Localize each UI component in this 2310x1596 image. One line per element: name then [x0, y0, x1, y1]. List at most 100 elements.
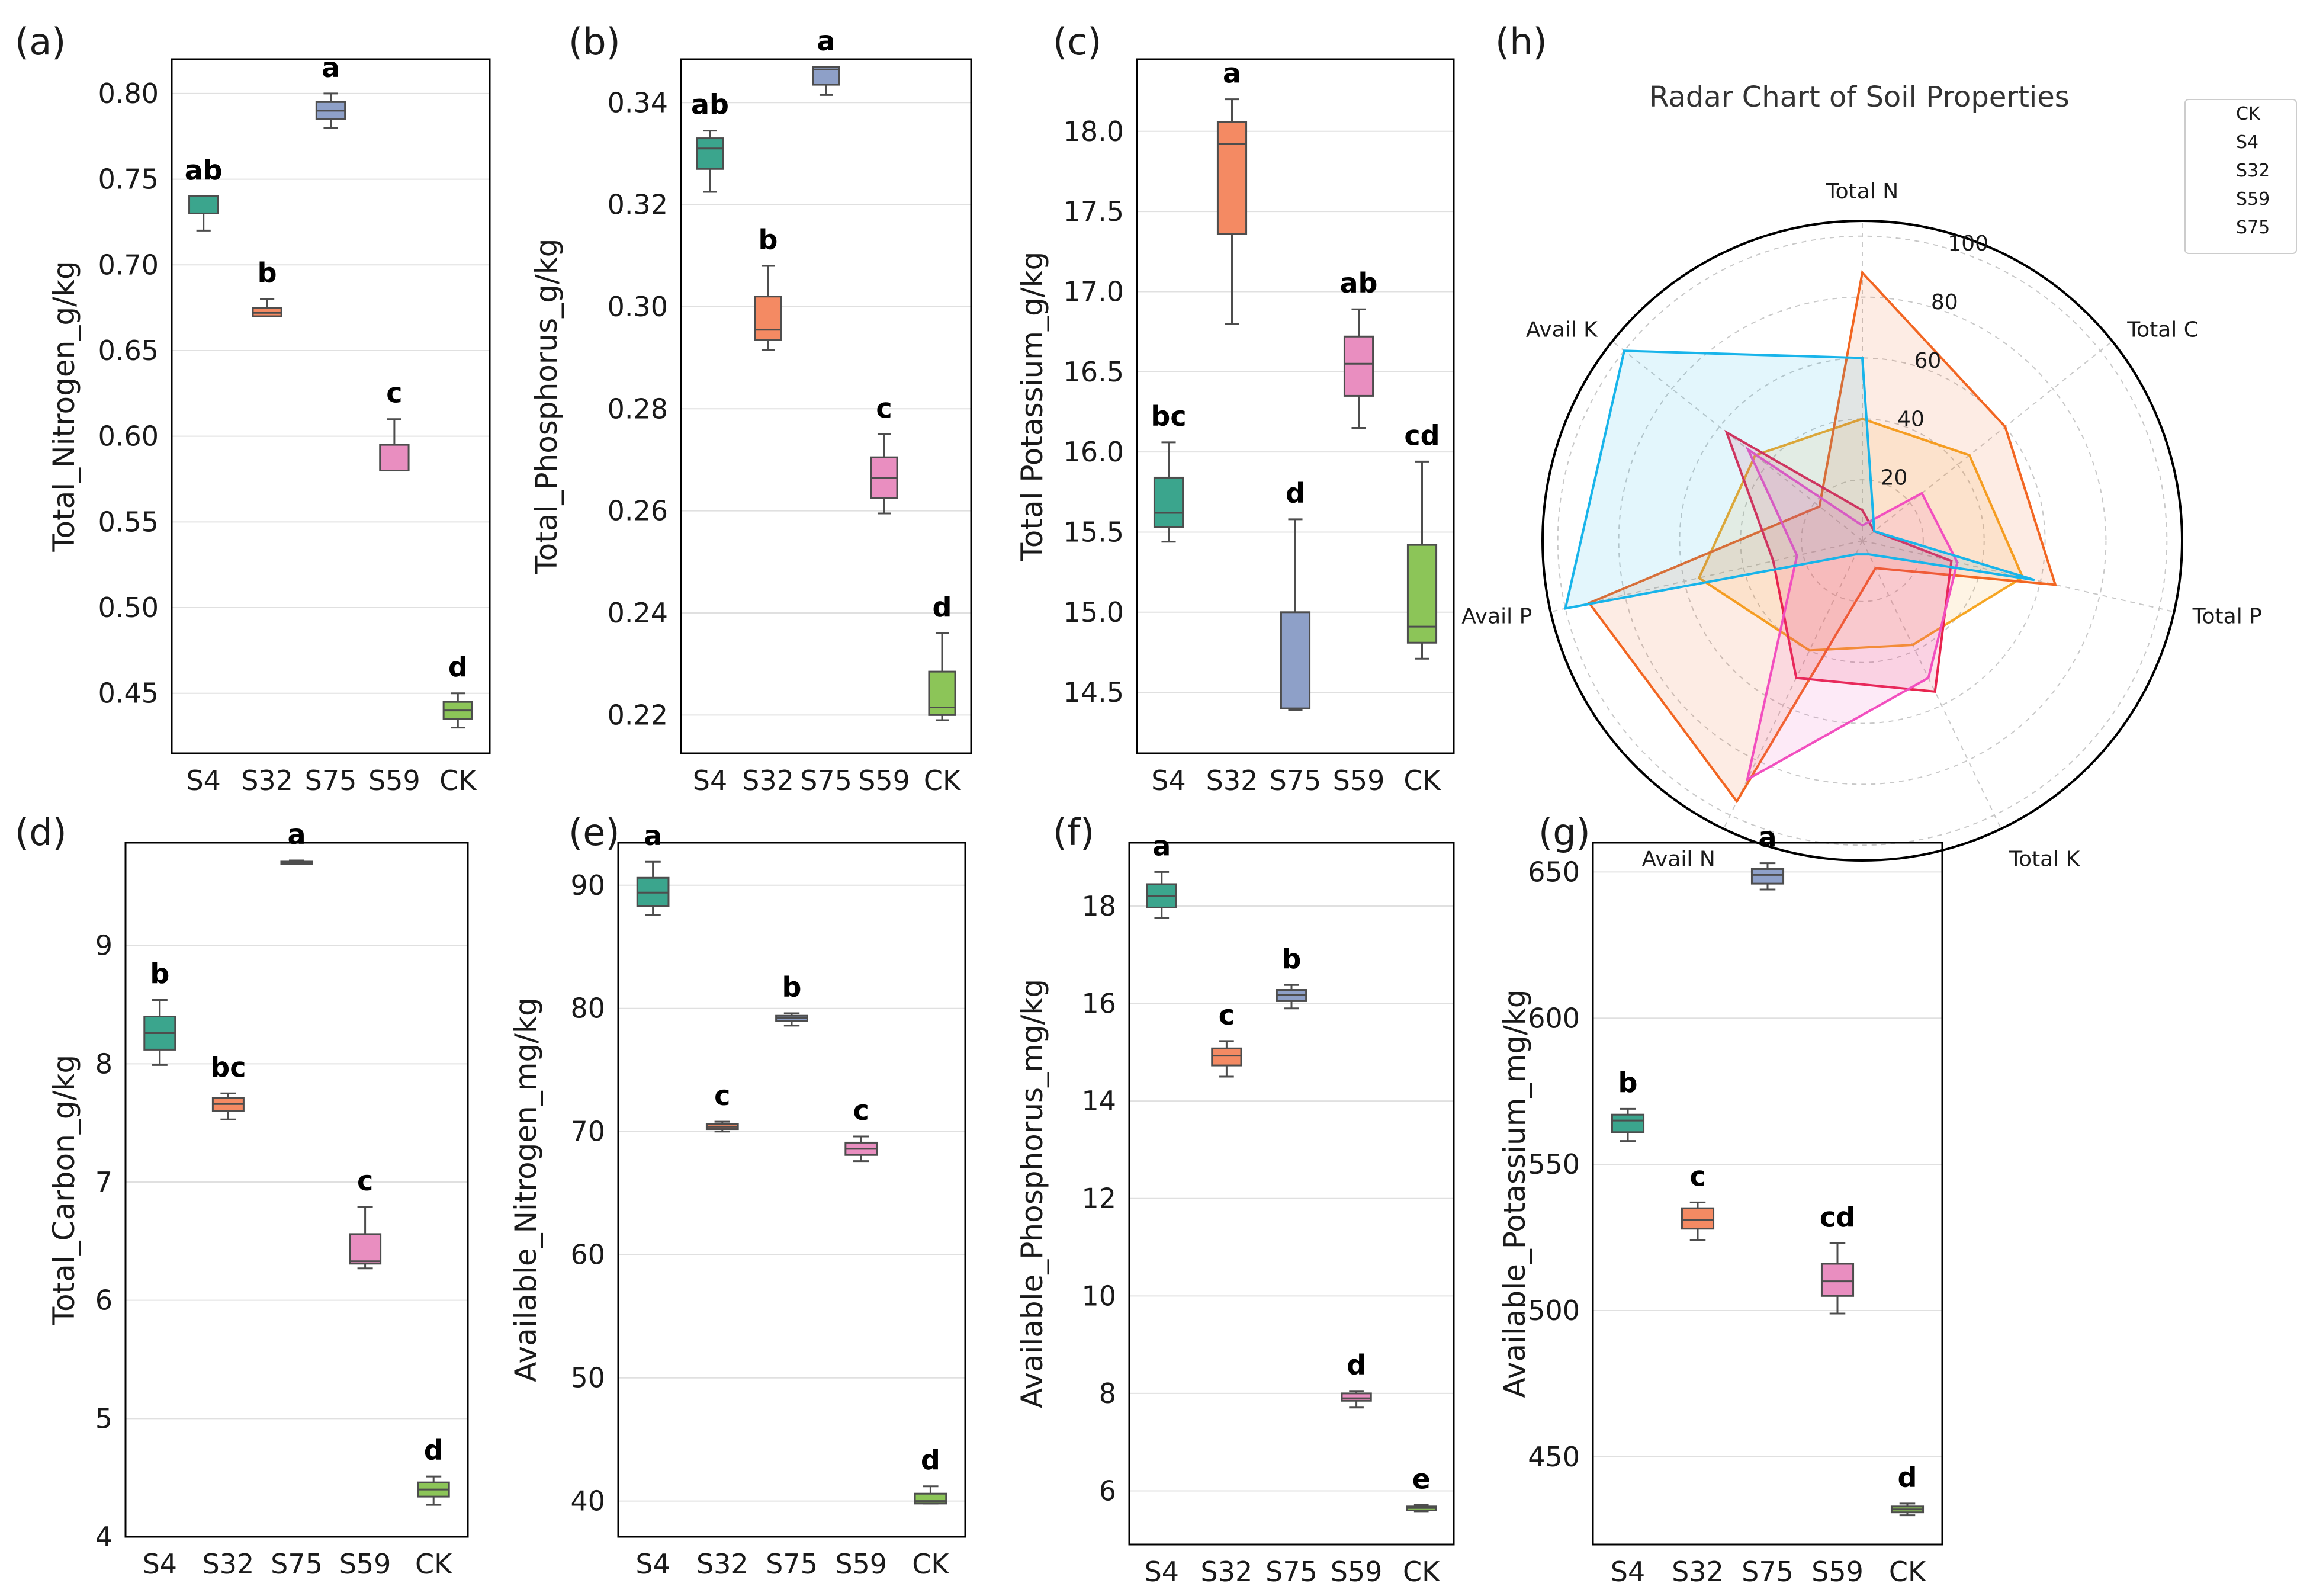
y-tick-label: 40 — [570, 1485, 605, 1517]
y-tick-label: 0.70 — [98, 249, 159, 281]
significance-letter: ab — [691, 89, 729, 121]
y-tick-label: 16 — [1081, 988, 1116, 1020]
x-tick-label: CK — [912, 1548, 950, 1580]
box-S59 — [379, 444, 410, 472]
x-tick-label: CK — [1403, 1556, 1441, 1588]
y-tick-label: 9 — [95, 930, 113, 962]
significance-letter: d — [1347, 1349, 1366, 1381]
radar-tick-label: 60 — [1914, 349, 1941, 373]
x-tick-label: S59 — [1333, 765, 1385, 797]
y-tick-label: 7 — [95, 1166, 113, 1198]
significance-letter: a — [1758, 821, 1776, 853]
x-tick-label: S4 — [186, 765, 220, 797]
x-tick-label: S75 — [305, 765, 357, 797]
y-tick-label: 0.32 — [608, 189, 668, 221]
x-tick-label: S4 — [143, 1548, 177, 1580]
y-tick-label: 18.0 — [1064, 115, 1124, 147]
significance-letter: d — [921, 1444, 940, 1476]
y-tick-label: 50 — [570, 1362, 605, 1394]
box-S32 — [1216, 121, 1248, 235]
plot-frame — [171, 58, 491, 754]
significance-letter: c — [853, 1094, 869, 1126]
y-tick-label: 0.75 — [98, 163, 159, 195]
x-tick-label: S32 — [1201, 1556, 1253, 1588]
radar-grid-ring — [1679, 357, 2046, 724]
x-tick-label: S32 — [696, 1548, 748, 1580]
y-tick-label: 5 — [95, 1402, 113, 1434]
y-tick-label: 15.5 — [1064, 516, 1124, 548]
radar-tick-label: 20 — [1881, 465, 1908, 490]
legend-label: S4 — [2236, 132, 2258, 153]
panel-label: (h) — [1495, 20, 1547, 63]
significance-letter: c — [386, 377, 402, 409]
y-tick-label: 80 — [570, 993, 605, 1025]
plot-frame — [124, 842, 469, 1538]
x-tick-label: S75 — [1742, 1556, 1794, 1588]
y-tick-label: 0.30 — [608, 291, 668, 323]
x-tick-label: CK — [1403, 765, 1441, 797]
grid-layer — [126, 92, 2174, 1537]
y-tick-label: 14.5 — [1064, 676, 1124, 708]
x-tick-label: S75 — [766, 1548, 818, 1580]
x-tick-label: S59 — [1811, 1556, 1864, 1588]
radar-variable-label: Total C — [2126, 317, 2199, 342]
y-tick-label: 0.22 — [608, 699, 668, 731]
significance-letter: bc — [210, 1051, 246, 1083]
radar-title: Radar Chart of Soil Properties — [1649, 81, 2070, 114]
panel-label: (b) — [568, 20, 621, 63]
legend-label: CK — [2236, 104, 2261, 124]
x-tick-label: CK — [415, 1548, 453, 1580]
y-tick-label: 0.60 — [98, 420, 159, 452]
radar-outer-ring — [1541, 220, 2183, 862]
frame-layer — [124, 58, 2297, 1546]
panel-label: (g) — [1538, 811, 1591, 854]
significance-letter: c — [357, 1165, 373, 1197]
significance-letter: c — [1219, 999, 1235, 1031]
plot-frame — [680, 58, 972, 754]
x-tick-label: S4 — [1145, 1556, 1179, 1588]
significance-letter: a — [287, 818, 306, 850]
y-tick-label: 6 — [1099, 1475, 1116, 1507]
x-tick-label: S75 — [1270, 765, 1322, 797]
y-tick-label: 12 — [1081, 1183, 1116, 1215]
y-axis-label: Available_Potassium_mg/kg — [1498, 990, 1532, 1398]
significance-letter: a — [1223, 57, 1241, 89]
y-tick-label: 60 — [570, 1239, 605, 1271]
significance-letter: b — [782, 971, 802, 1003]
panel-label: (e) — [568, 811, 620, 854]
x-tick-label: S32 — [1672, 1556, 1724, 1588]
x-tick-label: S59 — [1331, 1556, 1383, 1588]
x-tick-label: S32 — [203, 1548, 255, 1580]
box-CK — [914, 1492, 947, 1505]
radar-variable-label: Total P — [2192, 604, 2262, 628]
marks-layer — [143, 66, 2228, 1517]
radar-variable-label: Avail P — [1461, 604, 1532, 628]
y-tick-label: 600 — [1528, 1002, 1580, 1034]
radar-series-S59 — [1745, 446, 1959, 782]
x-tick-label: CK — [924, 765, 962, 797]
x-tick-label: CK — [439, 765, 477, 797]
x-tick-label: S32 — [241, 765, 293, 797]
box-S75 — [1750, 868, 1785, 885]
box-CK — [928, 670, 956, 716]
box-S75 — [1280, 611, 1311, 709]
box-S32 — [1211, 1047, 1242, 1067]
y-tick-label: 70 — [570, 1116, 605, 1148]
y-tick-label: 90 — [570, 869, 605, 901]
x-tick-label: S4 — [635, 1548, 670, 1580]
radar-spoke — [1612, 341, 1863, 541]
x-tick-label: S4 — [693, 765, 727, 797]
x-tick-label: S75 — [800, 765, 852, 797]
significance-letter: cd — [1404, 419, 1440, 451]
y-tick-label: 18 — [1081, 890, 1116, 922]
x-tick-label: S4 — [1151, 765, 1185, 797]
significance-letter: b — [759, 224, 778, 256]
y-tick-label: 450 — [1528, 1441, 1580, 1473]
y-tick-label: 0.65 — [98, 335, 159, 367]
significance-letter: c — [1689, 1160, 1705, 1192]
x-tick-label: S75 — [1265, 1556, 1318, 1588]
y-tick-label: 0.34 — [608, 86, 668, 118]
legend-label: S59 — [2236, 189, 2270, 210]
significance-letter: d — [448, 651, 468, 683]
